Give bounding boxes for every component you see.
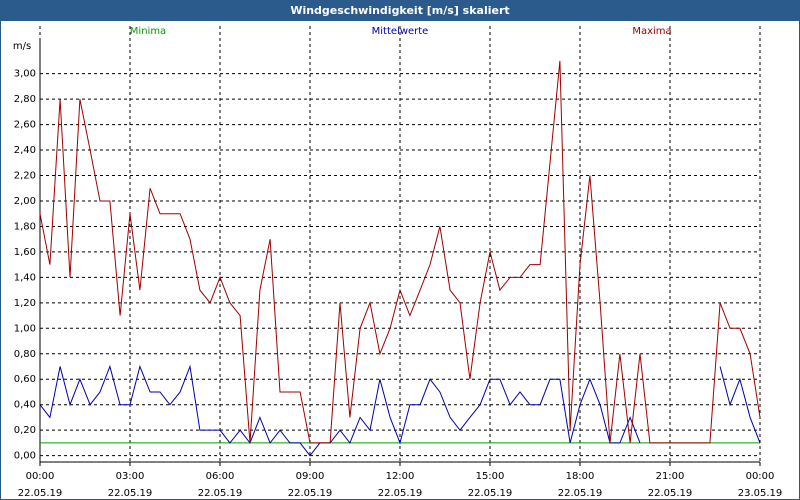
x-tick-label: 03:00 <box>116 471 145 482</box>
legend-label: Maxima <box>632 26 671 37</box>
x-tick-label: 15:00 <box>476 471 505 482</box>
x-tick-label: 22.05.19 <box>468 488 513 499</box>
y-tick-label: 1,00 <box>14 323 36 334</box>
x-tick-label: 12:00 <box>386 471 415 482</box>
title-bar <box>0 0 800 21</box>
legend-label: Mittelwerte <box>372 26 429 37</box>
y-tick-label: 3,00 <box>14 69 36 80</box>
data-line <box>39 60 761 444</box>
y-tick-label: 0,80 <box>14 349 36 360</box>
x-tick-label: 22.05.19 <box>378 488 423 499</box>
y-tick-label: 2,40 <box>14 145 36 156</box>
x-tick-label: 22.05.19 <box>648 488 693 499</box>
x-tick-label: 22.05.19 <box>558 488 603 499</box>
y-tick-label: 0,20 <box>14 425 36 436</box>
y-tick-label: 2,60 <box>14 120 36 131</box>
x-tick-label: 22.05.19 <box>198 488 243 499</box>
x-tick-label: 00:00 <box>746 471 775 482</box>
x-tick-label: 23.05.19 <box>738 488 783 499</box>
y-tick-label: 2,80 <box>14 94 36 105</box>
y-tick-label: 1,40 <box>14 272 36 283</box>
x-tick-label: 18:00 <box>566 471 595 482</box>
y-tick-label: 1,60 <box>14 247 36 258</box>
y-tick-label: 0,00 <box>14 451 36 462</box>
y-tick-label: 2,00 <box>14 196 36 207</box>
x-tick-label: 22.05.19 <box>108 488 153 499</box>
x-tick-label: 00:00 <box>26 471 55 482</box>
x-tick-label: 09:00 <box>296 471 325 482</box>
y-tick-label: 2,20 <box>14 171 36 182</box>
legend-label: Minima <box>130 26 166 37</box>
y-tick-label: 1,80 <box>14 221 36 232</box>
data-line <box>39 364 761 457</box>
x-tick-label: 22.05.19 <box>18 488 63 499</box>
chart-title: Windgeschwindigkeit [m/s] skaliert <box>290 4 509 17</box>
x-tick-label: 06:00 <box>206 471 235 482</box>
x-tick-label: 21:00 <box>656 471 685 482</box>
y-tick-label: 0,40 <box>14 400 36 411</box>
x-tick-label: 22.05.19 <box>288 488 333 499</box>
y-tick-label: 1,20 <box>14 298 36 309</box>
y-axis-label: m/s <box>13 41 31 52</box>
y-tick-label: 0,60 <box>14 374 36 385</box>
